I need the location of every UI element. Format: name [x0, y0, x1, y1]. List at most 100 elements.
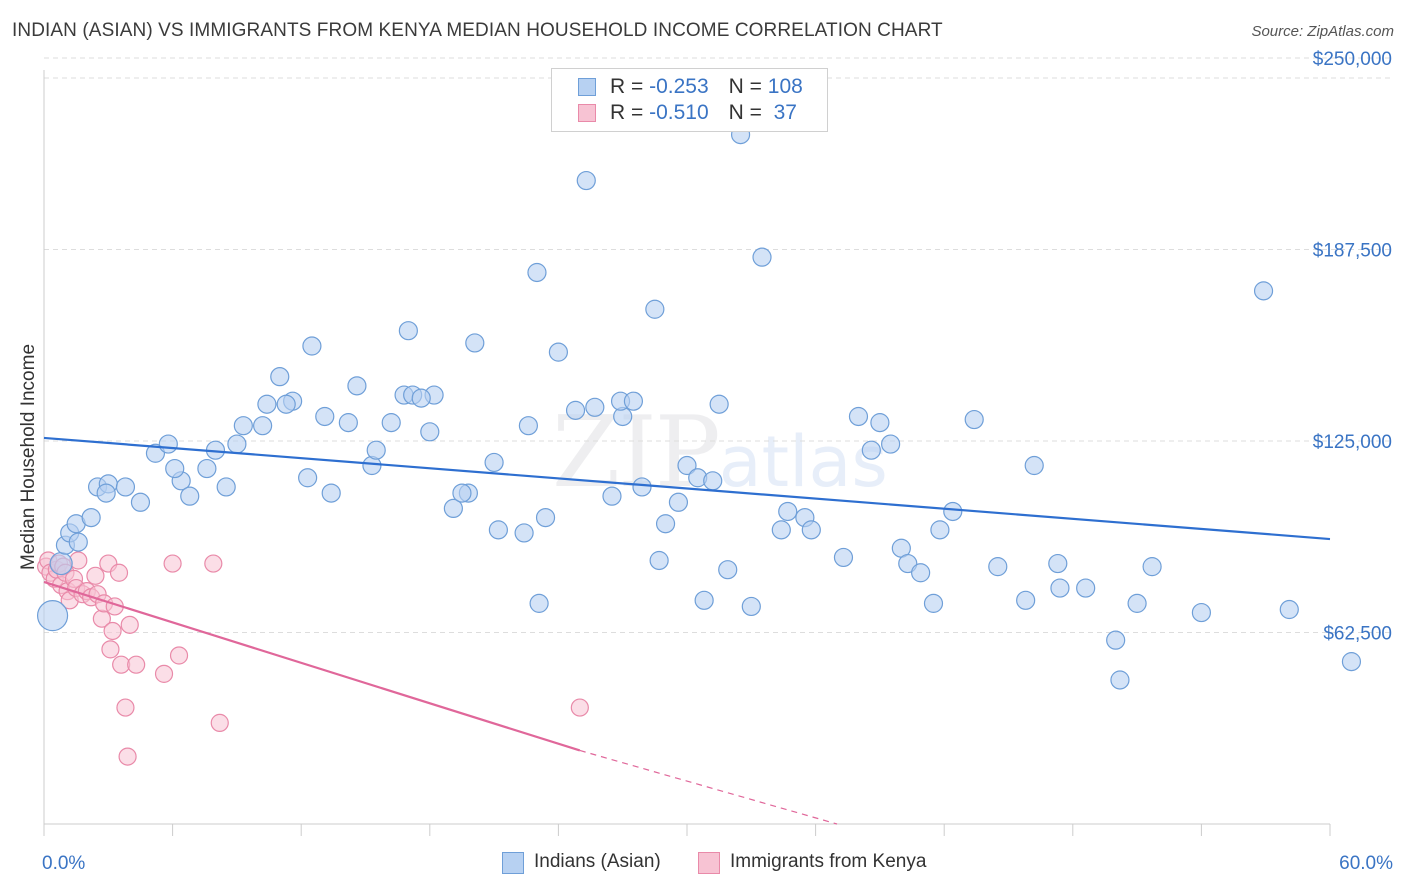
indian-point: [276, 394, 296, 414]
indian-point: [180, 486, 200, 506]
indian-point: [1279, 599, 1299, 620]
indian-point: [718, 560, 738, 580]
kenya-point: [103, 621, 122, 641]
indian-point: [81, 507, 101, 528]
stats-legend: R = -0.253 N = 108 R = -0.510 N = 37: [551, 68, 828, 132]
kenya-point: [109, 563, 129, 582]
y-tick-label: $62,500: [1323, 624, 1392, 645]
r-value: -0.253: [649, 75, 709, 98]
indian-point: [741, 596, 761, 617]
indian-point: [1106, 630, 1126, 650]
indian-point: [1050, 578, 1070, 598]
indian-point: [668, 492, 689, 512]
axes: [43, 70, 1331, 836]
tick-labels: $62,500 $125,000 $187,500 $250,000 0.0% 60.0%: [42, 49, 1393, 874]
indian-point: [930, 520, 950, 540]
indian-point: [870, 413, 890, 433]
legend-swatch-pink: [578, 104, 596, 122]
source-attribution: Source: ZipAtlas.com: [1251, 23, 1394, 40]
indian-point: [649, 550, 669, 571]
indian-point: [602, 486, 622, 506]
indian-point: [227, 434, 247, 454]
kenya-point: [154, 664, 174, 683]
indian-point: [68, 532, 88, 552]
kenya-point: [570, 698, 589, 717]
indian-point: [709, 394, 729, 414]
indian-point: [964, 409, 984, 430]
legend-text: R = -0.253 N = 108: [610, 75, 803, 99]
indian-point: [548, 342, 569, 362]
indian-point: [488, 520, 508, 540]
indian-point: [623, 391, 644, 411]
indian-point: [911, 563, 931, 583]
indian-point: [315, 406, 335, 427]
kenya-point: [101, 640, 120, 659]
n-label: N =: [728, 75, 768, 98]
indian-point: [411, 388, 431, 408]
indian-point: [694, 590, 714, 610]
indian-point: [253, 416, 273, 436]
indian-point: [381, 413, 401, 433]
indian-points: [36, 125, 1362, 690]
indian-point: [347, 376, 367, 396]
indian-point: [1110, 670, 1130, 690]
indian-point: [943, 501, 963, 522]
indian-point: [338, 413, 358, 433]
indian-point: [1016, 590, 1036, 610]
indian-point: [988, 557, 1008, 577]
y-tick-label: $125,000: [1313, 432, 1392, 453]
indian-point: [158, 434, 178, 454]
kenya-point: [116, 698, 135, 717]
y-tick-label: $187,500: [1313, 241, 1392, 262]
indian-point: [1076, 578, 1096, 598]
kenya-point: [120, 615, 139, 634]
kenya-point: [169, 646, 189, 665]
indian-point: [302, 336, 322, 356]
legend-series-name: Immigrants from Kenya: [730, 851, 927, 872]
indian-point: [398, 321, 418, 341]
kenya-point: [86, 566, 105, 585]
kenya-point: [118, 747, 137, 766]
watermark-atlas: atlas: [718, 421, 888, 503]
indian-point: [115, 477, 136, 497]
indian-point: [484, 452, 504, 473]
x-tick-label-min: 0.0%: [42, 853, 85, 874]
n-label: N =: [728, 101, 768, 124]
indian-point: [576, 170, 596, 191]
legend-swatch-blue: [578, 78, 596, 96]
indian-point: [565, 400, 586, 420]
trend-lines: [43, 436, 1331, 825]
kenya-trend-extension: [579, 749, 838, 825]
indian-point: [270, 367, 290, 387]
r-label: R =: [610, 75, 650, 98]
y-axis-title-group: Median Household Income: [18, 344, 39, 570]
indian-point: [36, 600, 69, 632]
chart-title: INDIAN (ASIAN) VS IMMIGRANTS FROM KENYA …: [12, 20, 943, 41]
kenya-point: [210, 713, 229, 732]
indian-point: [535, 507, 556, 528]
indian-point: [233, 416, 253, 436]
indian-point: [366, 440, 386, 460]
indian-point: [1253, 281, 1274, 301]
indian-point: [1024, 455, 1044, 476]
indian-point: [771, 520, 791, 540]
n-value: 108: [767, 75, 803, 98]
indian-point: [655, 514, 676, 534]
indian-point: [529, 593, 549, 613]
indian-point: [752, 247, 772, 267]
indian-point: [1127, 593, 1147, 613]
indian-point: [165, 458, 185, 479]
indian-point: [861, 440, 881, 460]
grid-lines: [44, 57, 1392, 633]
indian-point: [632, 477, 652, 497]
indian-point: [130, 492, 151, 512]
indian-point: [881, 434, 901, 454]
y-tick-label: $250,000: [1313, 49, 1392, 70]
indian-point: [801, 520, 821, 540]
kenya-trend-line: [43, 580, 581, 752]
indian-point: [703, 471, 723, 491]
indian-point: [1048, 553, 1068, 574]
r-label: R =: [610, 101, 650, 124]
indian-point: [923, 593, 944, 613]
